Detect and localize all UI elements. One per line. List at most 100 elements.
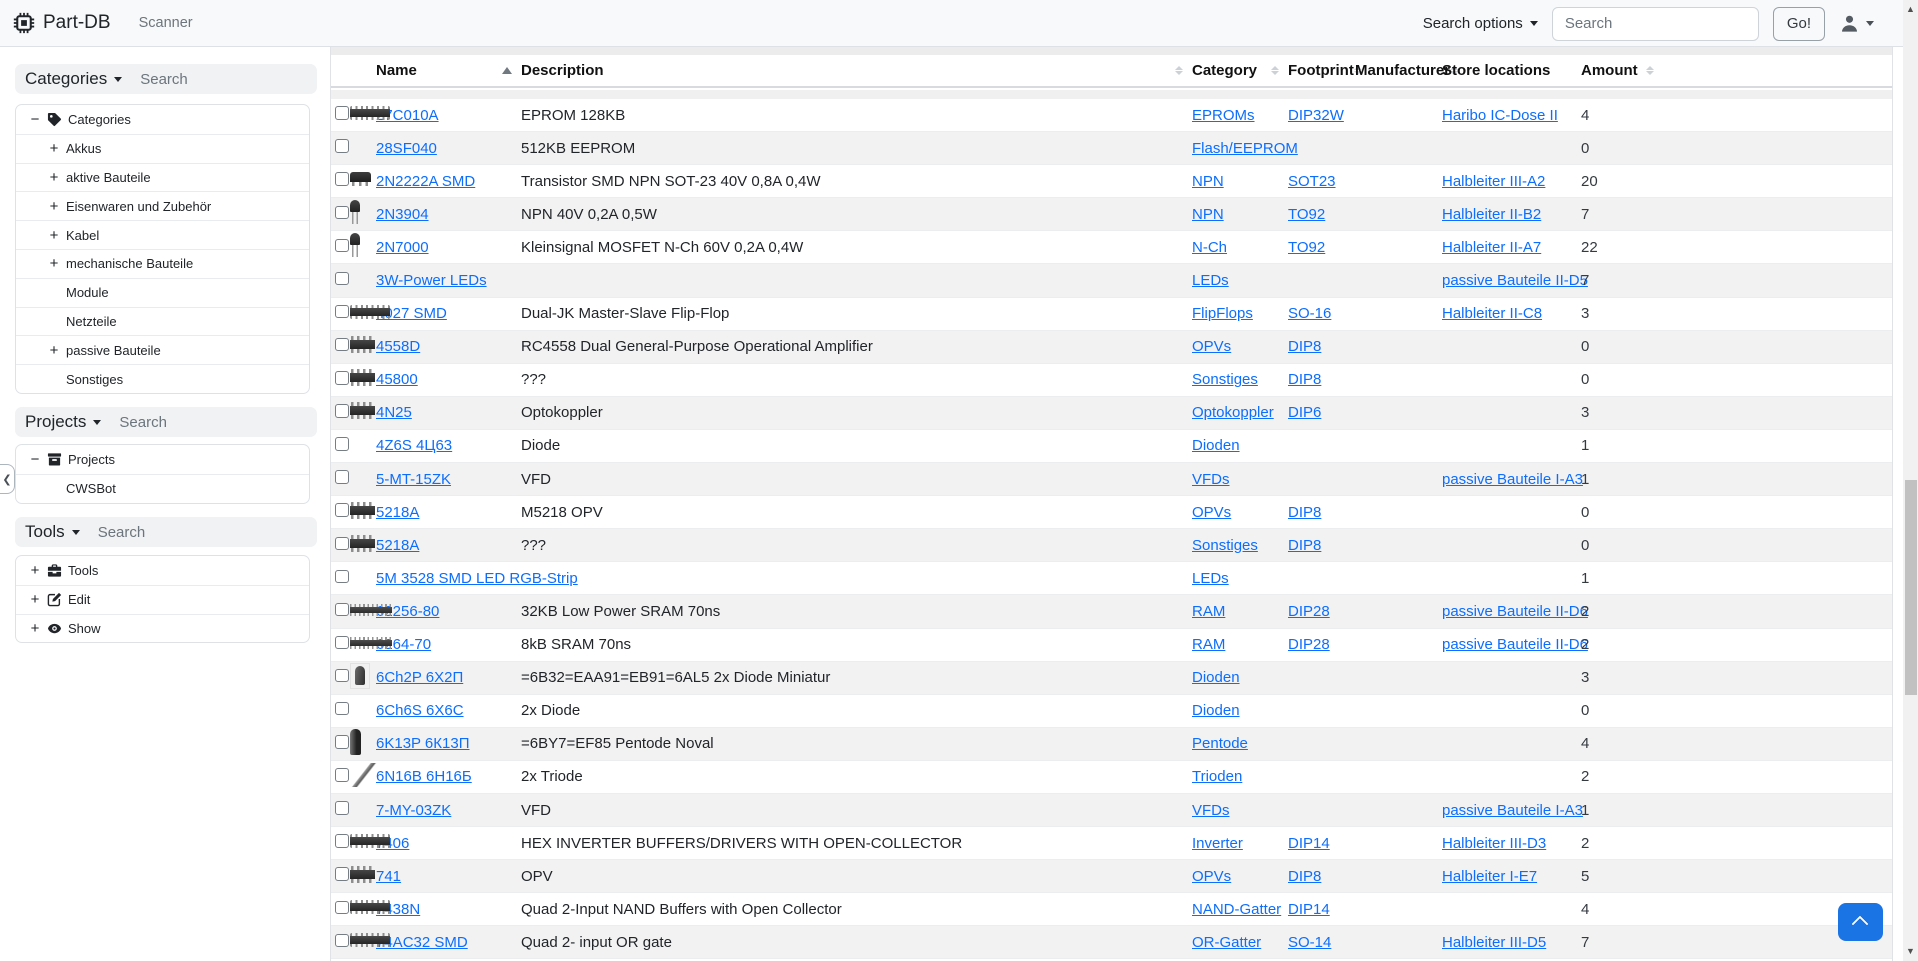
part-name-link[interactable]: 27C010A <box>376 106 439 124</box>
tree-item-projects[interactable]: − Projects <box>16 445 309 474</box>
footprint-link[interactable]: DIP8 <box>1288 338 1322 356</box>
part-name-link[interactable]: 5218A <box>376 503 420 521</box>
projects-dropdown[interactable]: Projects <box>25 412 102 432</box>
column-header-name[interactable]: Name <box>376 62 521 79</box>
category-link[interactable]: OPVs <box>1192 338 1232 356</box>
row-checkbox[interactable] <box>335 602 349 617</box>
store-location-link[interactable]: passive Bauteile II-D6 <box>1442 636 1588 654</box>
row-checkbox[interactable] <box>335 503 349 517</box>
part-name-link[interactable]: 6N16B 6Н16Б <box>376 768 472 786</box>
row-checkbox[interactable] <box>335 867 349 881</box>
tree-item-mechanische-bauteile[interactable]: + mechanische Bauteile <box>16 248 309 278</box>
part-thumbnail[interactable] <box>350 106 390 121</box>
expand-icon[interactable]: + <box>49 197 59 215</box>
row-checkbox[interactable] <box>335 635 349 650</box>
categories-search-input[interactable] <box>140 70 271 88</box>
part-name-link[interactable]: 28SF040 <box>376 139 437 157</box>
category-link[interactable]: Inverter <box>1192 834 1243 852</box>
row-checkbox[interactable] <box>335 668 349 683</box>
tree-item-eisenwaren-und-zubeh-r[interactable]: + Eisenwaren und Zubehör <box>16 191 309 220</box>
footprint-link[interactable]: SO-14 <box>1288 933 1332 951</box>
part-name-link[interactable]: 4027 SMD <box>376 305 447 323</box>
category-link[interactable]: OPVs <box>1192 503 1232 521</box>
footprint-link[interactable]: TO92 <box>1288 238 1326 256</box>
category-link[interactable]: Dioden <box>1192 702 1240 720</box>
row-checkbox[interactable] <box>335 735 349 749</box>
search-options-dropdown[interactable]: Search options <box>1423 15 1538 32</box>
row-checkbox[interactable] <box>335 834 349 848</box>
part-name-link[interactable]: 5M 3528 SMD LED RGB-Strip <box>376 569 578 587</box>
row-checkbox[interactable] <box>335 271 349 286</box>
row-checkbox[interactable] <box>335 437 349 451</box>
part-name-link[interactable]: 74AC32 SMD <box>376 933 468 951</box>
part-name-link[interactable]: 7-MY-03ZK <box>376 801 452 819</box>
row-checkbox[interactable] <box>335 106 349 120</box>
part-name-link[interactable]: 2N7000 <box>376 238 429 256</box>
part-thumbnail[interactable] <box>350 304 390 319</box>
footprint-link[interactable]: DIP14 <box>1288 834 1330 852</box>
category-link[interactable]: Optokoppler <box>1192 404 1274 422</box>
tree-item-edit[interactable]: + Edit <box>16 584 309 614</box>
category-link[interactable]: NPN <box>1192 205 1224 223</box>
category-link[interactable]: VFDs <box>1192 801 1230 819</box>
categories-dropdown[interactable]: Categories <box>25 69 123 89</box>
category-link[interactable]: OR-Gatter <box>1192 933 1262 951</box>
part-name-link[interactable]: 4558D <box>376 338 421 356</box>
category-link[interactable]: Sonstiges <box>1192 371 1258 389</box>
part-thumbnail[interactable] <box>350 369 375 387</box>
category-link[interactable]: N-Ch <box>1192 238 1228 256</box>
tree-item-module[interactable]: Module <box>16 277 309 307</box>
part-thumbnail[interactable] <box>350 402 375 420</box>
footprint-link[interactable]: DIP6 <box>1288 404 1322 422</box>
nav-item-scanner[interactable]: Scanner <box>138 15 193 31</box>
footprint-link[interactable]: DIP14 <box>1288 900 1330 918</box>
go-button[interactable]: Go! <box>1772 6 1825 41</box>
part-thumbnail[interactable] <box>350 233 360 258</box>
expand-icon[interactable]: + <box>49 140 59 158</box>
row-checkbox[interactable] <box>335 470 349 484</box>
row-checkbox[interactable] <box>335 933 349 948</box>
part-thumbnail[interactable] <box>350 603 392 616</box>
part-thumbnail[interactable] <box>350 728 361 755</box>
scrollbar-down-arrow[interactable]: ▼ <box>1906 946 1915 956</box>
category-link[interactable]: Trioden <box>1192 768 1243 786</box>
tree-item-passive-bauteile[interactable]: + passive Bauteile <box>16 335 309 364</box>
row-checkbox[interactable] <box>335 536 349 551</box>
store-location-link[interactable]: Halbleiter III-D5 <box>1442 933 1547 951</box>
category-link[interactable]: LEDs <box>1192 569 1229 587</box>
store-location-link[interactable]: Halbleiter III-A2 <box>1442 172 1546 190</box>
category-link[interactable]: LEDs <box>1192 272 1229 290</box>
footprint-link[interactable]: SOT23 <box>1288 172 1336 190</box>
part-name-link[interactable]: 5218A <box>376 536 420 554</box>
store-location-link[interactable]: Halbleiter II-C8 <box>1442 305 1543 323</box>
row-checkbox[interactable] <box>335 900 349 915</box>
part-name-link[interactable]: 3W-Power LEDs <box>376 272 487 290</box>
part-name-link[interactable]: 5-MT-15ZK <box>376 470 452 488</box>
footprint-link[interactable]: TO92 <box>1288 205 1326 223</box>
expand-icon[interactable]: + <box>49 341 59 359</box>
part-thumbnail[interactable] <box>350 172 371 187</box>
part-name-link[interactable]: 741 <box>376 867 402 885</box>
category-link[interactable]: OPVs <box>1192 867 1232 885</box>
category-link[interactable]: FlipFlops <box>1192 305 1253 323</box>
tree-item-aktive-bauteile[interactable]: + aktive Bauteile <box>16 162 309 192</box>
store-location-link[interactable]: passive Bauteile II-D6 <box>1442 602 1588 620</box>
category-link[interactable]: Flash/EEPROM <box>1192 139 1298 157</box>
column-header-footprint[interactable]: Footprint <box>1288 62 1362 79</box>
store-location-link[interactable]: passive Bauteile I-A3 <box>1442 801 1583 819</box>
part-name-link[interactable]: 4Z6S 4Ц63 <box>376 437 453 455</box>
collapse-icon[interactable]: − <box>30 450 40 468</box>
expand-icon[interactable]: + <box>30 619 40 637</box>
expand-icon[interactable]: + <box>49 226 59 244</box>
row-checkbox[interactable] <box>335 337 349 352</box>
search-input[interactable] <box>1551 6 1759 41</box>
part-thumbnail[interactable] <box>350 900 390 915</box>
category-link[interactable]: VFDs <box>1192 470 1230 488</box>
row-checkbox[interactable] <box>335 205 349 220</box>
part-thumbnail[interactable] <box>350 762 378 787</box>
footprint-link[interactable]: DIP32W <box>1288 106 1344 124</box>
tree-item-show[interactable]: + Show <box>16 613 309 643</box>
scroll-to-top-button[interactable] <box>1838 903 1883 941</box>
category-link[interactable]: NAND-Gatter <box>1192 900 1282 918</box>
scrollbar-up-arrow[interactable]: ▲ <box>1906 4 1915 14</box>
